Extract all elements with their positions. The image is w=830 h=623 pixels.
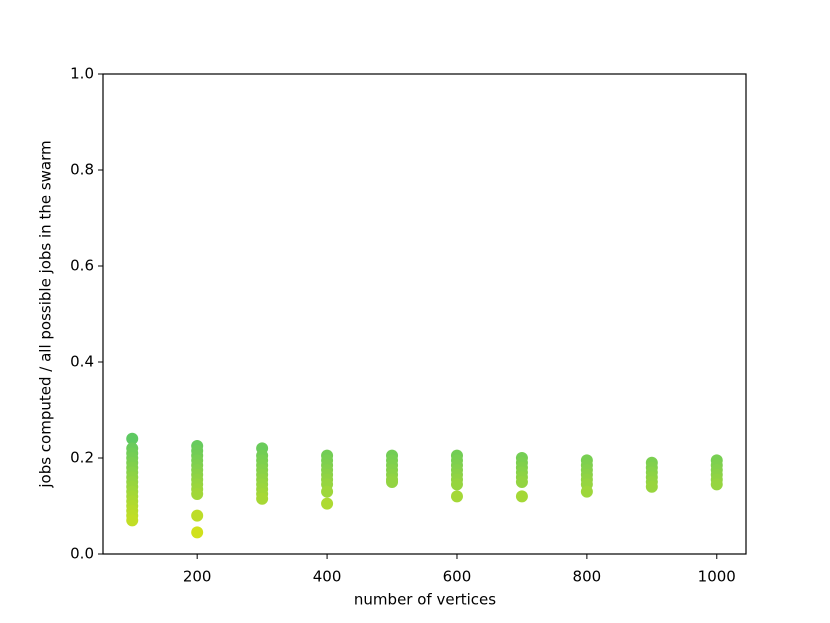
y-tick-label: 0.0 bbox=[70, 545, 94, 563]
scatter-point bbox=[580, 485, 593, 498]
x-tick-label: 800 bbox=[573, 568, 602, 586]
y-axis-label: jobs computed / all possible jobs in the… bbox=[37, 140, 55, 488]
x-tick-label: 600 bbox=[443, 568, 472, 586]
x-tick-label: 1000 bbox=[698, 568, 736, 586]
scatter-point bbox=[321, 485, 334, 498]
scatter-point bbox=[191, 509, 204, 522]
scatter-point bbox=[645, 480, 658, 493]
x-axis-label: number of vertices bbox=[354, 591, 496, 609]
scatter-point bbox=[515, 490, 528, 503]
plot-frame bbox=[102, 73, 747, 555]
scatter-point bbox=[386, 476, 399, 488]
scatter-point bbox=[710, 478, 723, 491]
scatter-point bbox=[515, 476, 528, 488]
y-tick-label: 0.8 bbox=[70, 161, 94, 179]
y-tick-label: 1.0 bbox=[70, 65, 94, 83]
x-tick-label: 200 bbox=[183, 568, 212, 586]
scatter-point bbox=[450, 478, 463, 491]
y-tick-label: 0.2 bbox=[70, 449, 94, 467]
scatter-point bbox=[126, 514, 139, 527]
scatter-point bbox=[191, 488, 204, 500]
y-tick-label: 0.4 bbox=[70, 353, 94, 371]
y-tick-label: 0.6 bbox=[70, 257, 94, 275]
scatter-point bbox=[321, 497, 334, 510]
scatter-point bbox=[191, 526, 204, 539]
x-tick-label: 400 bbox=[313, 568, 342, 586]
scatter-point bbox=[256, 492, 269, 505]
scatter-point bbox=[450, 490, 463, 503]
scatter-point bbox=[126, 432, 139, 445]
